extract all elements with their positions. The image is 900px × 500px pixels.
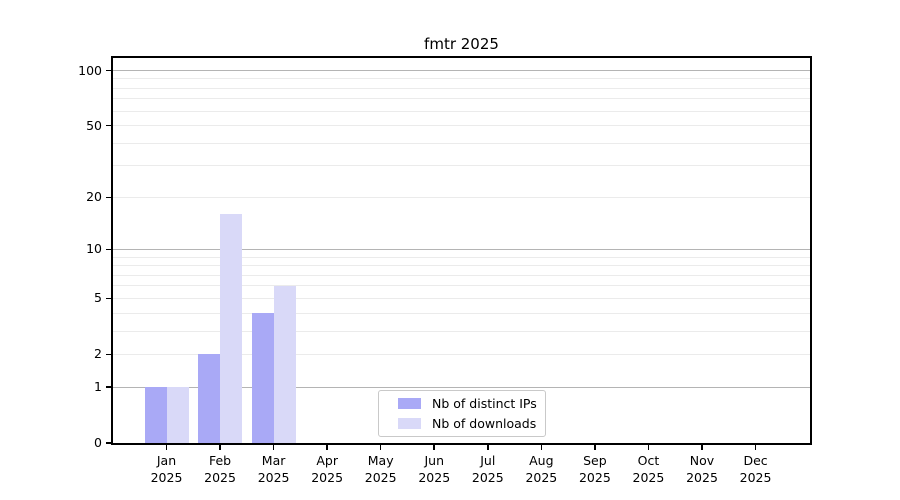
- x-axis-tick-label: May 2025: [364, 453, 397, 485]
- grid-line-minor: [113, 98, 810, 100]
- legend-swatch: [398, 418, 421, 429]
- grid-line-minor: [113, 285, 810, 287]
- x-axis-tick-label: Nov 2025: [686, 453, 718, 485]
- x-axis-tick-label: Dec 2025: [739, 453, 772, 485]
- x-axis-tick-label: Aug 2025: [525, 453, 558, 485]
- grid-line-minor: [113, 165, 810, 167]
- bar-distinct-ips: [144, 387, 167, 443]
- legend-row: Nb of distinct IPs: [398, 395, 545, 412]
- legend: Nb of distinct IPs Nb of downloads: [378, 390, 546, 437]
- x-axis-tick: [540, 445, 543, 450]
- grid-line-minor: [113, 353, 810, 355]
- y-axis-tick: [106, 196, 112, 199]
- y-axis-tick: [106, 124, 112, 127]
- bar-downloads: [273, 285, 296, 443]
- x-axis-tick: [272, 445, 275, 450]
- y-axis-tick-label: 20: [86, 189, 102, 205]
- y-axis-tick-label: 10: [86, 241, 102, 257]
- x-axis-tick: [433, 445, 436, 450]
- x-axis-tick: [754, 445, 757, 450]
- grid-line-major: [113, 248, 810, 250]
- grid-line-major: [113, 386, 810, 388]
- x-axis-tick: [379, 445, 382, 450]
- y-axis-tick-label: 5: [94, 290, 102, 306]
- y-axis-tick: [106, 297, 112, 300]
- grid-line-minor: [113, 330, 810, 332]
- x-axis-tick: [647, 445, 650, 450]
- y-axis-tick-label: 1: [94, 379, 102, 395]
- x-axis-tick: [219, 445, 221, 450]
- grid-line-minor: [113, 265, 810, 267]
- x-axis-tick: [701, 445, 703, 450]
- bar-downloads: [166, 387, 189, 443]
- x-axis-tick-label: Jan 2025: [150, 453, 183, 485]
- y-axis-tick: [106, 353, 112, 356]
- grid-line-minor: [113, 312, 810, 314]
- y-axis-tick: [106, 442, 112, 444]
- x-axis-tick: [487, 445, 489, 450]
- x-axis-tick-label: Oct 2025: [632, 453, 665, 485]
- bar-distinct-ips: [198, 354, 221, 443]
- bar-downloads: [220, 214, 243, 443]
- x-axis-tick-label: Mar 2025: [257, 453, 290, 485]
- chart-title: fmtr 2025: [424, 35, 499, 53]
- y-axis-tick: [106, 386, 112, 388]
- legend-label: Nb of downloads: [432, 415, 537, 431]
- y-axis-tick: [106, 69, 112, 72]
- x-axis-tick-label: Apr 2025: [311, 453, 344, 485]
- x-axis-tick-label: Sep 2025: [578, 453, 611, 485]
- x-axis-tick: [165, 445, 168, 450]
- legend-row: Nb of downloads: [398, 415, 545, 432]
- y-axis-tick: [106, 248, 112, 251]
- x-axis-tick: [326, 445, 328, 450]
- grid-line-minor: [113, 297, 810, 299]
- x-axis-tick: [594, 445, 596, 450]
- y-axis-tick-label: 0: [94, 435, 102, 450]
- y-axis-tick-label: 100: [78, 62, 102, 78]
- x-axis-tick-label: Jul 2025: [471, 453, 504, 485]
- y-axis-tick-label: 50: [86, 117, 102, 133]
- x-axis-tick-label: Jun 2025: [418, 453, 451, 485]
- bar-distinct-ips: [251, 313, 274, 443]
- grid-line-minor: [113, 78, 810, 80]
- grid-line-minor: [113, 87, 810, 89]
- grid-line-minor: [113, 142, 810, 144]
- grid-line-minor: [113, 110, 810, 112]
- grid-line-minor: [113, 196, 810, 198]
- y-axis-tick-label: 2: [94, 346, 102, 362]
- x-axis-tick-label: Feb 2025: [204, 453, 236, 485]
- legend-swatch: [398, 398, 421, 409]
- legend-label: Nb of distinct IPs: [432, 395, 537, 411]
- grid-line-minor: [113, 256, 810, 258]
- grid-line-minor: [113, 125, 810, 127]
- grid-line-minor: [113, 274, 810, 276]
- grid-line-major: [113, 70, 810, 72]
